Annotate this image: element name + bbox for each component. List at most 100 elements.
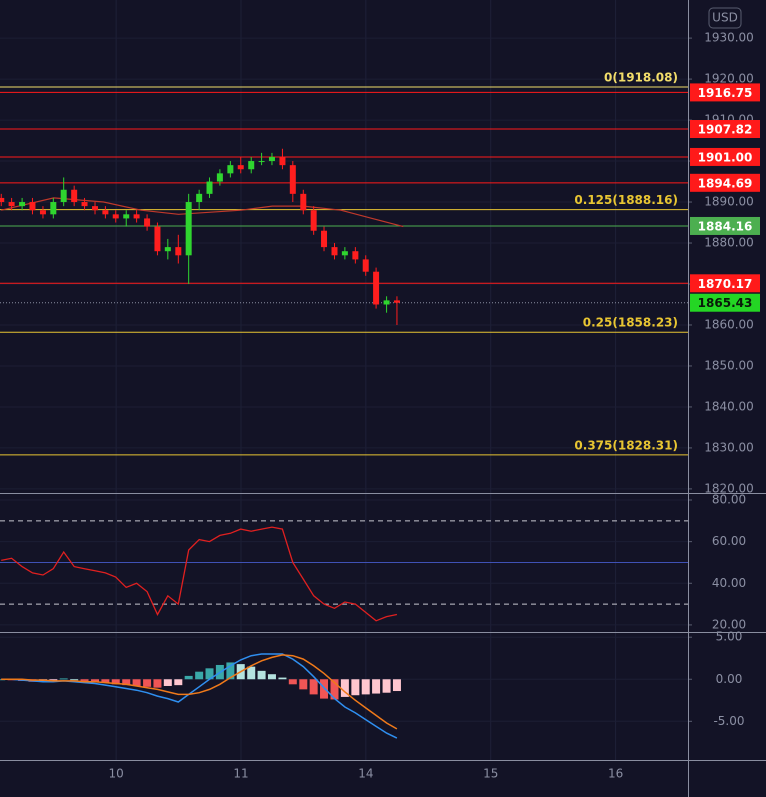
histogram-bar [174, 679, 183, 686]
fib-label: 0.375(1828.31) [574, 438, 678, 452]
candle-body [206, 181, 213, 194]
candle-body [8, 202, 15, 207]
x-tick-label: 11 [233, 767, 248, 781]
histogram-bar [163, 679, 172, 686]
y-tick-label: 1880.00 [704, 236, 754, 250]
currency-box [708, 7, 742, 29]
histogram-bar [143, 679, 152, 687]
histogram-bar [288, 679, 297, 685]
price-tag [690, 216, 760, 235]
candle-body [300, 193, 307, 211]
x-tick-label: 15 [483, 767, 498, 781]
y-tick-label: 80.00 [712, 492, 746, 506]
histogram-bar [101, 679, 110, 683]
price-tag-label: 1870.17 [698, 277, 753, 291]
histogram-bar [309, 679, 318, 695]
histogram-bar [392, 679, 401, 692]
price-tag-label: 1916.75 [698, 86, 753, 100]
histogram-bar [257, 670, 266, 680]
histogram-bar [70, 679, 79, 681]
histogram-bar [205, 668, 214, 680]
candle-body [102, 210, 109, 215]
histogram-bar [267, 674, 276, 680]
histogram-bar [382, 679, 391, 693]
price-tag [690, 274, 760, 293]
candle-body [0, 197, 5, 203]
candle-body [248, 161, 255, 170]
price-tag-label: 1884.16 [698, 219, 753, 233]
price-tag [690, 120, 760, 139]
candle-body [92, 206, 99, 211]
candle-body [112, 214, 119, 219]
price-tag-label: 1865.43 [698, 296, 753, 310]
histogram-bar [91, 679, 100, 682]
histogram-bar [278, 677, 287, 680]
candle-body [289, 165, 296, 194]
price-tag-label: 1907.82 [698, 123, 753, 137]
candle-body [383, 300, 390, 305]
candle-body [331, 247, 338, 256]
candle-body [154, 226, 161, 252]
candle-body [19, 202, 26, 207]
histogram-bar [184, 675, 193, 680]
y-tick-label: 1820.00 [704, 481, 754, 495]
histogram-bar [226, 662, 235, 680]
fib-label: 0.25(1858.23) [583, 316, 678, 330]
x-tick-label: 16 [608, 767, 623, 781]
y-tick-label: 1840.00 [704, 399, 754, 413]
candle-body [29, 202, 36, 211]
candle-body [341, 251, 348, 256]
y-tick-label: 1920.00 [704, 72, 754, 86]
candle-body [175, 247, 182, 256]
histogram-bar [111, 679, 120, 685]
histogram-bar [320, 679, 329, 699]
y-tick-label: 20.00 [712, 617, 746, 631]
price-tag [690, 173, 760, 192]
y-tick-label: 5.00 [716, 630, 743, 644]
candle-body [310, 210, 317, 231]
candle-body [164, 247, 171, 252]
candle-body [227, 165, 234, 174]
price-tag [690, 83, 760, 102]
price-tag [690, 293, 760, 312]
histogram-bar [49, 679, 58, 681]
y-tick-label: 60.00 [712, 534, 746, 548]
candle-body [133, 214, 140, 219]
candle-body [321, 230, 328, 248]
y-tick-label: 40.00 [712, 576, 746, 590]
currency: USD [712, 11, 738, 25]
moving-average [1, 197, 404, 228]
candle-body [196, 193, 203, 203]
candle-body [81, 202, 88, 207]
y-tick-label: 1930.00 [704, 31, 754, 45]
rsi-line [1, 526, 398, 622]
candle-body [123, 214, 130, 219]
histogram-bar [247, 666, 256, 680]
y-tick-label: 1890.00 [704, 195, 754, 209]
candle-body [362, 259, 369, 272]
histogram-bar [80, 679, 89, 681]
price-tag-label: 1894.69 [698, 176, 753, 190]
candle-body [50, 202, 57, 215]
histogram-bar [59, 678, 68, 680]
histogram-bar [361, 679, 370, 695]
x-tick-label: 10 [108, 767, 123, 781]
candle-body [373, 271, 380, 305]
fib-label: 0.125(1888.16) [574, 193, 678, 207]
candle-body [216, 173, 223, 182]
candle-body [237, 165, 244, 170]
candle-body [268, 156, 275, 162]
y-tick-label: 0.00 [716, 672, 743, 686]
histogram-bar [153, 679, 162, 688]
candle-body [258, 161, 265, 163]
candle-body [39, 210, 46, 215]
macd-line [1, 654, 398, 730]
x-tick-label: 14 [358, 767, 373, 781]
candle-body [144, 218, 151, 227]
candle-body [71, 189, 78, 203]
y-tick-label: 1850.00 [704, 358, 754, 372]
y-tick-label: 1860.00 [704, 317, 754, 331]
candle-body [352, 251, 359, 260]
